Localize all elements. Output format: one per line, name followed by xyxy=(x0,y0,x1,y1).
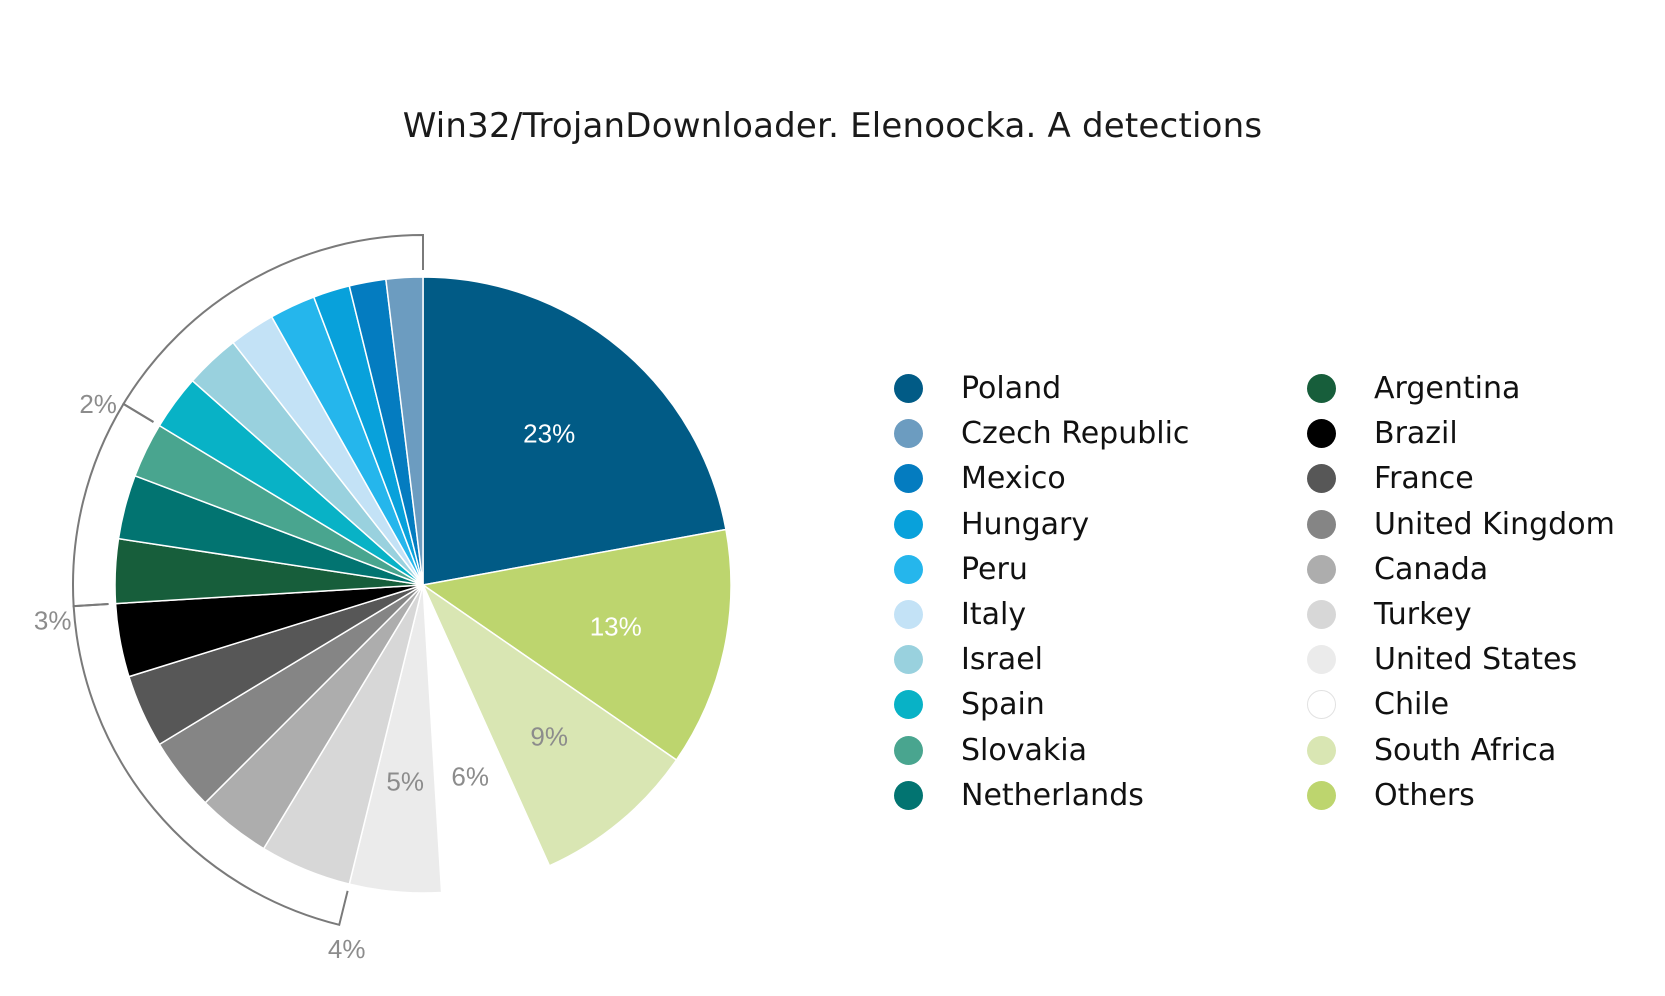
pie-slice-others xyxy=(421,528,732,762)
legend-label-slovakia: Slovakia xyxy=(961,732,1087,768)
legend-swatch-italy xyxy=(894,600,923,630)
legend-column-1: Poland Czech Republic Mexico Hungary Peru Ita… xyxy=(894,366,1189,818)
legend-swatch-canada xyxy=(1307,554,1336,584)
legend-item-czech-republic: Czech Republic xyxy=(894,411,1189,456)
legend-label-turkey: Turkey xyxy=(1374,597,1472,633)
pie-slice-poland xyxy=(422,276,727,586)
legend-label-argentina: Argentina xyxy=(1374,371,1521,407)
group-bracket-3- xyxy=(72,402,154,608)
legend-item-netherlands: Netherlands xyxy=(894,773,1189,818)
legend-item-italy: Italy xyxy=(894,592,1189,637)
legend-label-hungary: Hungary xyxy=(961,506,1090,542)
group-label-4-: 4% xyxy=(328,934,366,964)
legend-label-israel: Israel xyxy=(961,642,1043,678)
group-brackets xyxy=(72,233,424,927)
legend-label-peru: Peru xyxy=(961,551,1028,587)
data-label-chile: 6% xyxy=(451,761,489,791)
data-labels: 4% 3% 2% 23% 13% 9% 6% 5% xyxy=(34,389,642,964)
legend-label-canada: Canada xyxy=(1374,551,1489,587)
group-label-2-: 2% xyxy=(79,389,117,419)
legend-item-poland: Poland xyxy=(894,366,1189,411)
legend-item-israel: Israel xyxy=(894,637,1189,682)
legend-item-united-kingdom: United Kingdom xyxy=(1307,502,1615,547)
legend-item-united-states: United States xyxy=(1307,637,1615,682)
chart-title: Win32/TrojanDownloader. Elenoocka. A det… xyxy=(402,106,1263,146)
legend-swatch-mexico xyxy=(894,464,923,494)
legend-label-mexico: Mexico xyxy=(961,461,1066,497)
legend-item-chile: Chile xyxy=(1307,682,1615,727)
legend-swatch-united-kingdom xyxy=(1307,509,1336,539)
legend-swatch-netherlands xyxy=(894,780,923,810)
legend-item-argentina: Argentina xyxy=(1307,366,1615,411)
legend-swatch-spain xyxy=(894,690,923,720)
legend-item-others: Others xyxy=(1307,773,1615,818)
legend-swatch-united-states xyxy=(1307,645,1336,675)
group-bracket-2- xyxy=(122,233,424,423)
pie-slice-south-africa xyxy=(421,582,678,867)
legend-label-spain: Spain xyxy=(961,687,1045,723)
legend-swatch-chile xyxy=(1307,690,1336,720)
legend-item-turkey: Turkey xyxy=(1307,592,1615,637)
legend-swatch-poland xyxy=(894,374,923,404)
legend-label-others: Others xyxy=(1374,777,1475,813)
pie-chart: 4% 3% 2% 23% 13% 9% 6% 5% xyxy=(34,233,732,964)
legend-label-united-kingdom: United Kingdom xyxy=(1374,506,1615,542)
legend-label-france: France xyxy=(1374,461,1474,497)
legend-label-brazil: Brazil xyxy=(1374,416,1458,452)
legend-item-mexico: Mexico xyxy=(894,456,1189,501)
legend-swatch-czech-republic xyxy=(894,419,923,449)
legend-item-slovakia: Slovakia xyxy=(894,728,1189,773)
data-label-south-africa: 9% xyxy=(530,721,568,751)
legend-swatch-peru xyxy=(894,554,923,584)
legend-item-spain: Spain xyxy=(894,682,1189,727)
group-bracket-4- xyxy=(72,603,349,927)
legend-column-2: Argentina Brazil France United Kingdom Canad… xyxy=(1307,366,1615,818)
legend-swatch-israel xyxy=(894,645,923,675)
legend-label-south-africa: South Africa xyxy=(1374,732,1557,768)
legend-label-italy: Italy xyxy=(961,597,1027,633)
pie-slice-czech-republic xyxy=(385,276,424,586)
legend-item-peru: Peru xyxy=(894,547,1189,592)
data-label-united-states: 5% xyxy=(386,766,424,796)
legend-swatch-brazil xyxy=(1307,419,1336,449)
legend-label-united-states: United States xyxy=(1374,642,1578,678)
legend-item-hungary: Hungary xyxy=(894,502,1189,547)
legend-swatch-others xyxy=(1307,780,1336,810)
legend-item-france: France xyxy=(1307,456,1615,501)
legend-label-czech-republic: Czech Republic xyxy=(961,416,1190,452)
legend-item-brazil: Brazil xyxy=(1307,411,1615,456)
pie-slices xyxy=(114,276,732,894)
legend-item-canada: Canada xyxy=(1307,547,1615,592)
data-label-poland: 23% xyxy=(523,419,575,449)
legend-swatch-france xyxy=(1307,464,1336,494)
group-label-3-: 3% xyxy=(34,605,72,635)
legend-label-chile: Chile xyxy=(1374,687,1450,723)
legend-swatch-argentina xyxy=(1307,374,1336,404)
legend-label-poland: Poland xyxy=(961,371,1062,407)
legend-item-south-africa: South Africa xyxy=(1307,728,1615,773)
legend-label-netherlands: Netherlands xyxy=(961,777,1144,813)
legend-swatch-turkey xyxy=(1307,600,1336,630)
data-label-others: 13% xyxy=(590,611,642,641)
legend-swatch-south-africa xyxy=(1307,735,1336,765)
legend-swatch-slovakia xyxy=(894,735,923,765)
legend-swatch-hungary xyxy=(894,509,923,539)
